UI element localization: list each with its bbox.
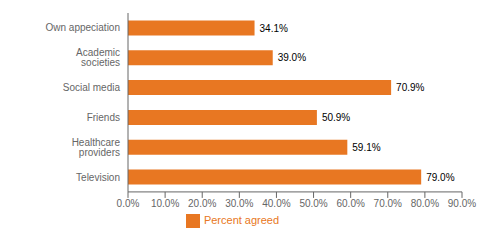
- svg-text:50.9%: 50.9%: [322, 112, 350, 123]
- svg-text:79.0%: 79.0%: [426, 172, 454, 183]
- svg-text:20.0%: 20.0%: [188, 198, 216, 209]
- svg-text:34.1%: 34.1%: [260, 23, 288, 34]
- html-text:Percent agreed: Percent agreed: [203, 213, 280, 226]
- svg-text:70.0%: 70.0%: [374, 198, 402, 209]
- svg-text:80.0%: 80.0%: [411, 198, 439, 209]
- svg-text:0.0%: 0.0%: [117, 198, 140, 209]
- svg-text:Own appeciation: Own appeciation: [46, 22, 121, 33]
- svg-text:40.0%: 40.0%: [262, 198, 290, 209]
- svg-text:30.0%: 30.0%: [225, 198, 253, 209]
- svg-text:70.9%: 70.9%: [396, 82, 424, 93]
- svg-text:Friends: Friends: [87, 112, 120, 123]
- svg-text:60.0%: 60.0%: [336, 198, 364, 209]
- svg-text:Television: Television: [76, 172, 120, 183]
- svg-text:Social media: Social media: [63, 82, 121, 93]
- svg-text:Academicsocieties: Academicsocieties: [76, 47, 120, 68]
- svg-text:10.0%: 10.0%: [151, 198, 179, 209]
- svg-text:Healthcareproviders: Healthcareproviders: [72, 137, 121, 158]
- svg-text:39.0%: 39.0%: [278, 52, 306, 63]
- svg-text:59.1%: 59.1%: [352, 142, 380, 153]
- svg-text:90.0%: 90.0%: [448, 198, 476, 209]
- svg-text:50.0%: 50.0%: [299, 198, 327, 209]
